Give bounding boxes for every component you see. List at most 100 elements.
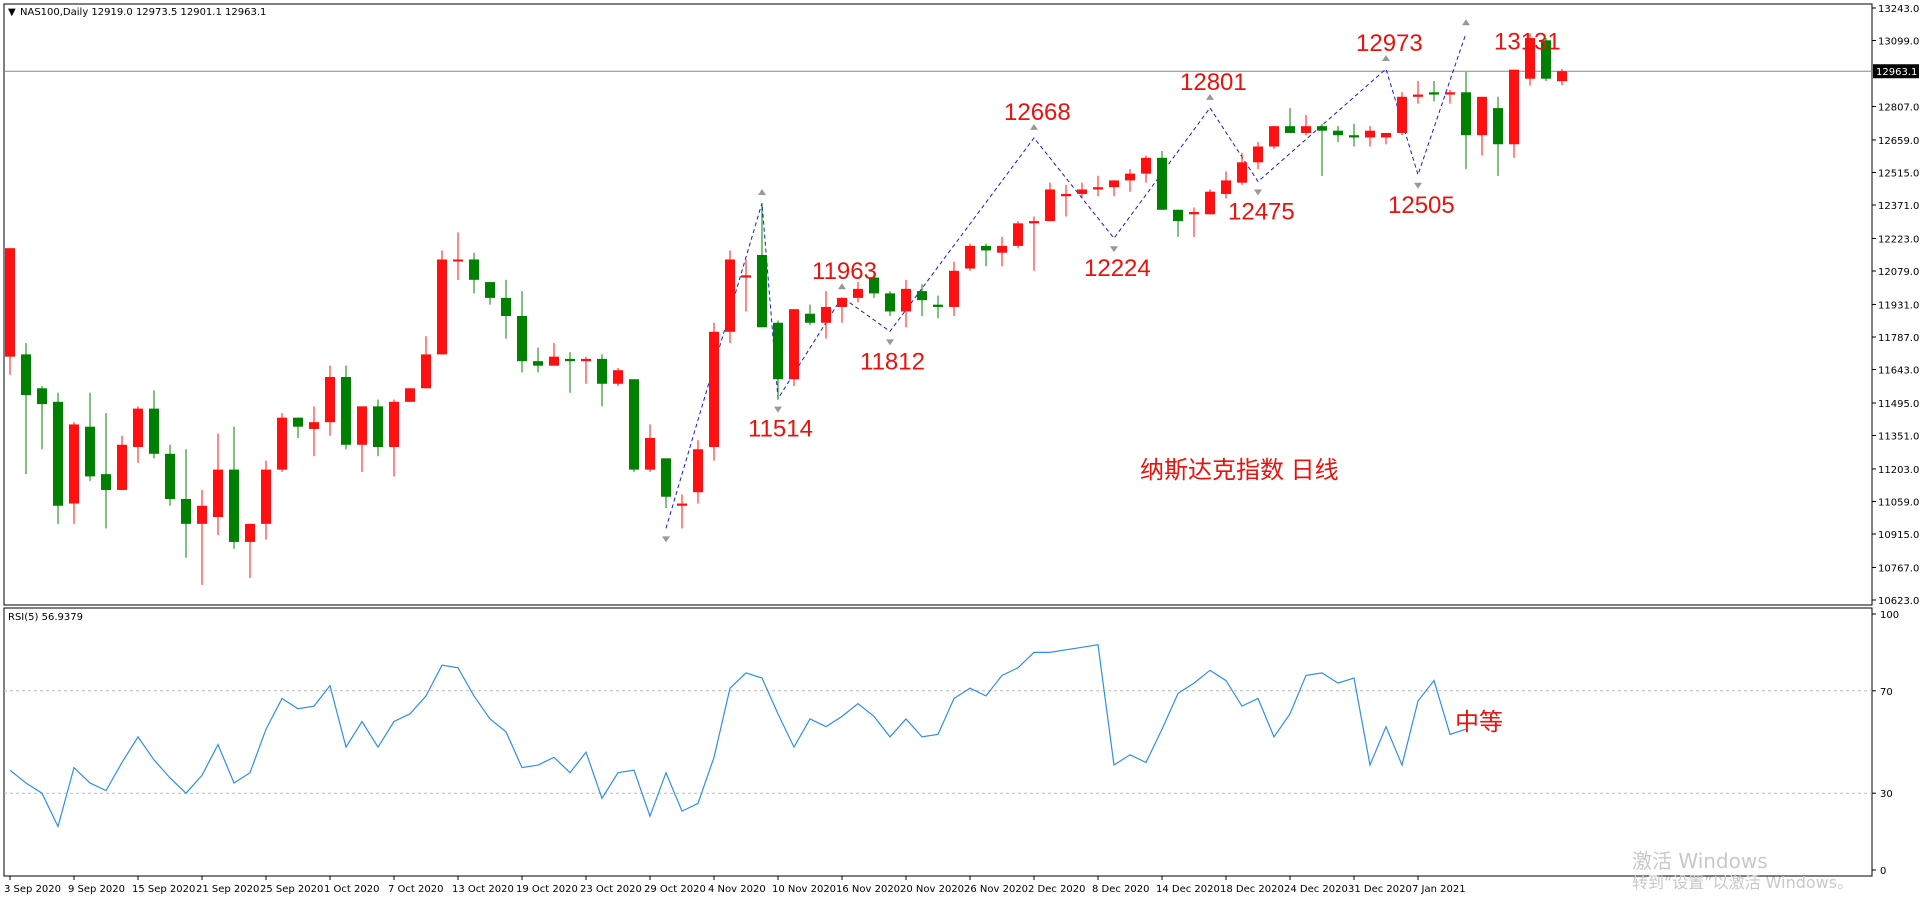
price-tick-label: 12659.0 [1878,136,1919,147]
time-tick-label: 3 Sep 2020 [4,884,61,895]
price-point-label: 12505 [1388,192,1455,219]
candle-body [1525,38,1535,79]
candle-body [1557,71,1567,82]
candle-body [1093,187,1103,190]
candle-body [549,356,559,366]
time-tick-label: 9 Sep 2020 [68,884,125,895]
fractal-marker [838,283,846,290]
candle-body [149,408,159,454]
candle-body [101,474,111,490]
candle-body [837,297,847,307]
candle-body [373,406,383,448]
candle-body [21,354,31,396]
fractal-marker [1462,19,1470,26]
candle-body [1077,189,1087,194]
candle-body [693,449,703,493]
rsi-series [9,644,1467,829]
candle-body [997,245,1007,253]
price-tick-label: 11931.0 [1878,300,1919,311]
candle-body [805,313,815,323]
fractal-marker [886,339,894,346]
candle-body [885,293,895,312]
candle-body [1269,126,1279,147]
fractal-marker [774,406,782,413]
candle-body [69,424,79,504]
candle-body [309,422,319,429]
time-tick-label: 13 Oct 2020 [452,884,514,895]
fractal-marker [1030,123,1038,130]
price-tick-label: 11495.0 [1878,399,1919,410]
candle-body [1253,146,1263,163]
time-tick-label: 7 Jan 2021 [1412,884,1466,895]
candle-body [645,437,655,470]
zigzag-path [665,33,1467,529]
price-point-label: 11514 [748,416,813,443]
fractal-marker [1254,189,1262,196]
candle-body [181,498,191,524]
fractal-marker [1414,182,1422,189]
candle-body [821,306,831,323]
time-tick-label: 1 Oct 2020 [324,884,379,895]
watermark-line2: 转到“设置”以激活 Windows。 [1632,873,1853,892]
candle-body [1109,180,1119,188]
candle-body [1237,162,1247,183]
price-point-label: 11812 [860,348,925,375]
rsi-line [9,644,1467,829]
time-tick-label: 19 Oct 2020 [516,884,578,895]
zigzag-line [665,33,1467,529]
price-tick-label: 13243.0 [1878,4,1919,15]
time-tick-label: 29 Oct 2020 [644,884,706,895]
candle-body [581,358,591,362]
candle-body [1541,40,1551,79]
candle-body [1445,92,1455,95]
candle-body [341,376,351,445]
watermark-line1: 激活 Windows [1632,849,1768,873]
price-tick-label: 12807.0 [1878,103,1919,114]
candle-body [261,469,271,524]
candle-body [1189,212,1199,215]
time-tick-label: 25 Sep 2020 [260,884,323,895]
candle-body [405,388,415,402]
candle-body [1285,126,1295,133]
rsi-header: RSI(5) 56.9379 [8,612,83,623]
price-tick-label: 10623.0 [1878,596,1919,607]
rsi-tick-label: 30 [1880,789,1893,800]
candle-body [1221,180,1231,194]
candle-body [677,503,687,506]
time-tick-label: 8 Dec 2020 [1092,884,1150,895]
candle-body [1205,191,1215,215]
candle-body [1397,96,1407,133]
candle-body [597,358,607,384]
candle-body [1493,108,1503,145]
candle-body [533,361,543,366]
candle-body [485,282,495,298]
candle-body [773,322,783,380]
candle-body [869,277,879,294]
candle-body [245,523,255,542]
fractal-marker [1382,55,1390,62]
candle-body [1157,157,1167,210]
candle-body [1301,126,1311,133]
fractal-marker [758,188,766,195]
candle-body [661,458,671,497]
time-tick-label: 21 Sep 2020 [196,884,259,895]
rsi-levels [4,690,1872,794]
candle-body [37,388,47,405]
candle-body [725,259,735,332]
candle-body [501,297,511,316]
current-price-tag [1873,64,1919,79]
candle-body [1173,209,1183,222]
title-annotation: 纳斯达克指数 日线 [1140,457,1339,484]
candle-body [981,245,991,251]
price-tick-label: 12515.0 [1878,168,1919,179]
price-point-label: 11963 [812,258,877,285]
rsi-tick-label: 100 [1880,610,1899,621]
fractal-marker [1110,246,1118,253]
symbol-header: NAS100,Daily 12919.0 12973.5 12901.1 129… [20,7,266,18]
candle-body [1141,157,1151,174]
triangle-icon: ▼ [8,7,16,18]
candle-body [965,245,975,269]
candle-body [1381,132,1391,138]
candle-body [357,406,367,445]
